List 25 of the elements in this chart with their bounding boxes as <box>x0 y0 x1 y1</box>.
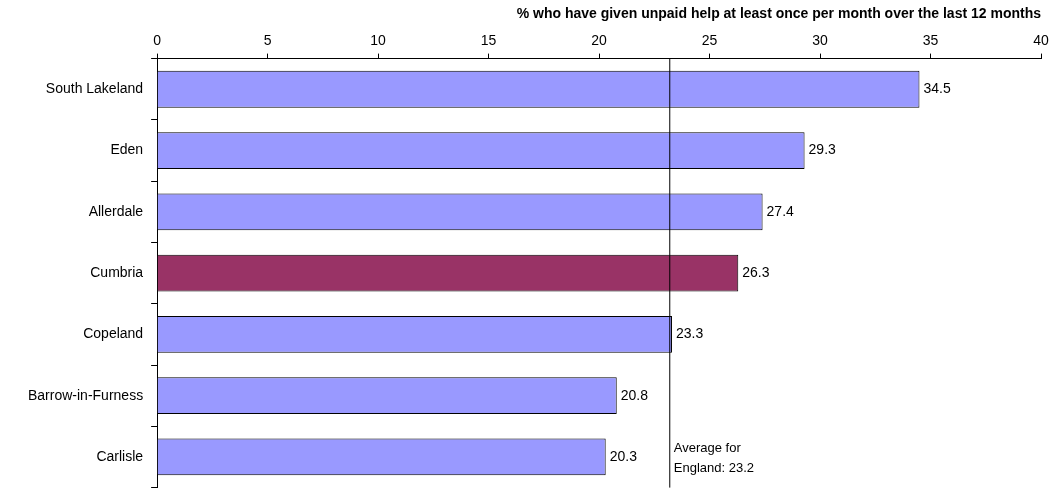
x-tick-label: 35 <box>922 32 939 49</box>
data-label: 27.4 <box>766 202 795 219</box>
ref-line-label: Average for England: 23.2 <box>673 439 755 475</box>
data-label: 34.5 <box>923 80 951 97</box>
data-label: 29.3 <box>808 141 837 158</box>
y-tick-label: Eden <box>110 141 144 158</box>
y-tick-label: South Lakeland <box>45 80 144 97</box>
x-tick-label: 30 <box>812 32 829 49</box>
y-tick-label: Copeland <box>83 325 144 342</box>
y-tick-label: Carlisle <box>96 447 144 464</box>
data-label: 23.3 <box>675 325 704 342</box>
x-tick-label: 5 <box>263 32 272 49</box>
y-tick-label: Barrow-in-Furness <box>28 386 144 403</box>
x-tick-label: 25 <box>701 32 718 49</box>
x-tick-label: 10 <box>370 32 387 49</box>
data-label: 20.8 <box>620 386 649 403</box>
x-tick-label: 15 <box>480 32 497 49</box>
x-tick-label: 20 <box>591 32 608 49</box>
x-tick-label: 0 <box>153 32 162 49</box>
data-label: 26.3 <box>742 263 770 280</box>
data-label: 20.3 <box>609 447 638 464</box>
y-tick-label: Allerdale <box>88 202 144 219</box>
chart-title: % who have given unpaid help at least once per month over the last 12 months <box>516 5 1042 22</box>
x-tick-label: 40 <box>1033 32 1049 49</box>
y-tick-label: Cumbria <box>90 263 144 280</box>
